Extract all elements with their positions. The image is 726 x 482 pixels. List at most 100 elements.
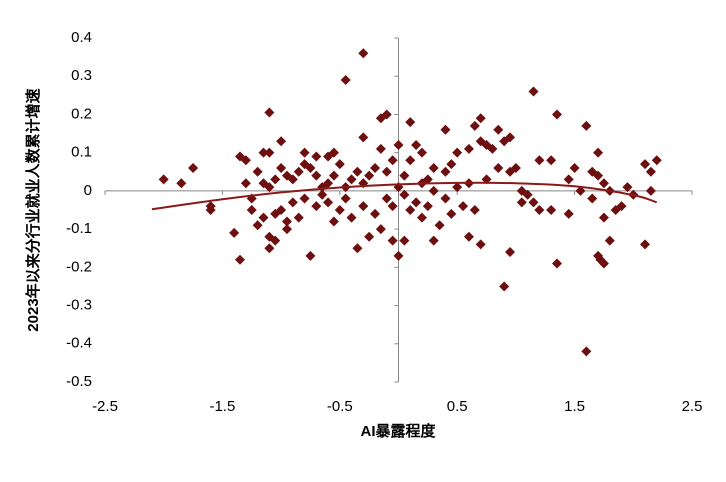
point [604, 235, 615, 246]
point [434, 220, 445, 231]
point [299, 193, 310, 204]
point [358, 132, 369, 143]
point [370, 162, 381, 173]
x-tick-label: 0.5 [447, 398, 468, 415]
point [516, 197, 527, 208]
point [469, 205, 480, 215]
point [593, 170, 604, 181]
point [258, 147, 269, 158]
point [440, 193, 451, 204]
point [311, 201, 322, 212]
x-tick-label: -1.5 [209, 398, 235, 415]
y-tick-label: 0.4 [71, 29, 92, 46]
point [651, 155, 662, 166]
y-tick-label: -0.5 [66, 373, 92, 390]
point [229, 227, 240, 238]
point [499, 281, 510, 292]
point [645, 185, 656, 196]
point [258, 212, 269, 223]
point [205, 205, 216, 215]
point [645, 166, 656, 177]
point [587, 193, 598, 204]
x-axis-title: AI暴露程度 [360, 422, 436, 440]
point [240, 155, 251, 166]
point [475, 136, 486, 147]
point [370, 208, 381, 219]
point [317, 189, 328, 200]
point [393, 140, 404, 151]
point [546, 205, 557, 215]
point [428, 235, 439, 246]
point [522, 189, 533, 200]
x-tick-label: -0.5 [327, 398, 353, 415]
point [276, 136, 287, 147]
point [505, 166, 516, 177]
point [299, 159, 310, 170]
point [323, 151, 334, 162]
point [158, 174, 169, 185]
point [270, 208, 281, 219]
point [258, 178, 269, 189]
point [276, 162, 287, 173]
point [387, 235, 398, 246]
point [428, 185, 439, 196]
point [581, 346, 592, 357]
x-tick-label: 1.5 [564, 398, 585, 415]
point [328, 170, 339, 181]
point [246, 205, 257, 215]
x-tick-label: 2.5 [682, 398, 703, 415]
point [346, 212, 357, 223]
point [328, 216, 339, 227]
point [598, 212, 609, 223]
y-tick-label: -0.4 [66, 335, 92, 352]
point [440, 124, 451, 135]
point [463, 231, 474, 242]
trend-line [151, 181, 658, 211]
point [387, 155, 398, 166]
point [293, 166, 304, 177]
y-tick-label: 0 [84, 182, 92, 199]
point [581, 120, 592, 131]
point [640, 239, 651, 250]
point [264, 147, 275, 158]
point [364, 231, 375, 242]
point [293, 212, 304, 223]
point [270, 235, 281, 246]
point [352, 243, 363, 254]
point [416, 147, 427, 158]
point [381, 109, 392, 120]
point [281, 170, 292, 181]
point [622, 182, 633, 193]
point [299, 147, 310, 158]
point [405, 155, 416, 166]
point [393, 250, 404, 261]
point [593, 147, 604, 158]
point [358, 48, 369, 59]
point [375, 143, 386, 154]
point [428, 162, 439, 173]
point [598, 178, 609, 189]
point [334, 159, 345, 170]
point [422, 201, 433, 212]
point [375, 224, 386, 235]
point [387, 201, 398, 212]
point [287, 197, 298, 208]
point [499, 136, 510, 147]
y-tick-label: -0.3 [66, 297, 92, 314]
point [399, 235, 410, 246]
point [440, 166, 451, 177]
point [551, 109, 562, 120]
point [463, 143, 474, 154]
point [311, 151, 322, 162]
point [252, 220, 263, 231]
point [340, 75, 351, 86]
point [352, 166, 363, 177]
point [475, 113, 486, 124]
point [252, 166, 263, 177]
point [610, 205, 621, 215]
point [270, 174, 281, 185]
point [452, 182, 463, 193]
point [399, 189, 410, 200]
point [311, 170, 322, 181]
